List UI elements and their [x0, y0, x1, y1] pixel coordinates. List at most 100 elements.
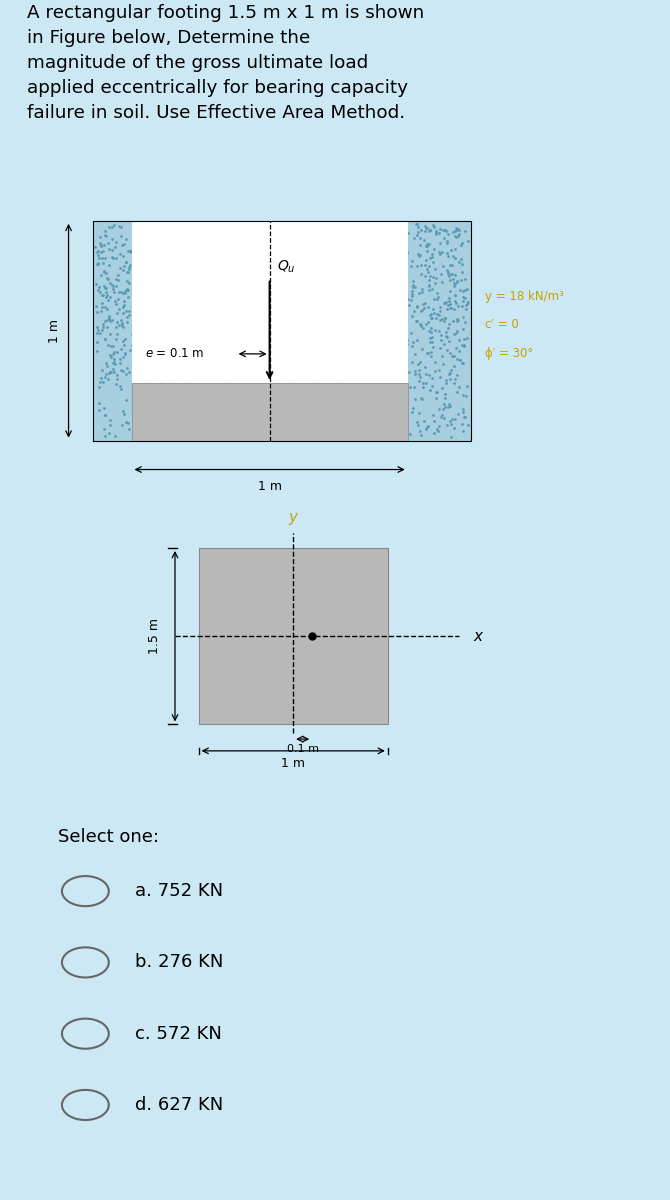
Point [437, 406, 448, 425]
Point [174, 382, 184, 401]
Point [226, 318, 237, 337]
Point [407, 352, 417, 371]
Point [191, 400, 202, 419]
Point [109, 362, 119, 382]
Point [450, 226, 460, 245]
Point [433, 287, 444, 306]
Point [413, 217, 423, 236]
Point [342, 241, 353, 260]
Point [254, 352, 265, 371]
Point [200, 421, 210, 440]
Point [281, 394, 292, 413]
Point [107, 360, 118, 379]
Point [269, 394, 280, 413]
Point [209, 305, 220, 324]
Point [98, 286, 109, 305]
Point [324, 245, 334, 264]
Point [148, 414, 159, 433]
Point [123, 262, 133, 281]
Point [229, 313, 240, 332]
Point [115, 227, 126, 246]
Point [415, 264, 426, 283]
Point [193, 353, 204, 372]
Point [420, 251, 431, 270]
Point [353, 347, 364, 366]
Point [136, 413, 147, 432]
Point [134, 338, 145, 358]
Point [135, 241, 145, 260]
Point [147, 227, 157, 246]
Point [427, 308, 438, 328]
Point [427, 280, 438, 299]
Point [424, 280, 435, 299]
Point [202, 302, 213, 322]
Point [287, 323, 298, 342]
Point [462, 293, 473, 312]
Point [444, 370, 455, 389]
Point [124, 257, 135, 276]
Point [214, 262, 225, 281]
Point [173, 418, 184, 437]
Point [123, 241, 133, 260]
Point [324, 340, 334, 359]
Point [399, 331, 410, 350]
Point [277, 220, 288, 239]
Point [107, 248, 118, 268]
Point [456, 250, 466, 269]
Point [149, 413, 159, 432]
Point [248, 396, 259, 415]
Point [302, 334, 313, 353]
Point [148, 324, 159, 343]
Point [147, 427, 158, 446]
Point [451, 227, 462, 246]
Point [288, 343, 299, 362]
Point [208, 257, 219, 276]
Point [378, 400, 389, 419]
Point [155, 233, 165, 252]
Point [134, 266, 145, 286]
Point [132, 268, 143, 287]
Point [285, 253, 295, 272]
Point [424, 329, 435, 348]
Point [131, 228, 142, 247]
Point [93, 378, 104, 397]
Point [414, 364, 425, 383]
Point [347, 419, 358, 438]
Point [209, 222, 220, 241]
Point [280, 331, 291, 350]
Point [107, 311, 117, 330]
Point [91, 302, 102, 322]
Point [292, 389, 303, 408]
Point [262, 396, 273, 415]
Point [230, 290, 241, 310]
Point [138, 283, 149, 302]
Point [123, 420, 134, 439]
Point [452, 272, 462, 292]
Point [401, 221, 411, 240]
Point [320, 269, 330, 288]
Point [180, 296, 191, 316]
Point [132, 295, 143, 314]
Point [267, 407, 277, 426]
Point [423, 263, 433, 282]
Point [176, 260, 187, 280]
Point [253, 426, 264, 445]
Point [433, 322, 444, 341]
Point [451, 338, 462, 358]
Point [212, 379, 223, 398]
Point [316, 335, 327, 354]
Point [354, 346, 364, 365]
Point [449, 356, 460, 376]
Point [426, 368, 437, 388]
Point [210, 342, 221, 361]
Point [249, 217, 259, 236]
Point [458, 320, 469, 340]
Point [381, 288, 391, 307]
Point [121, 229, 132, 248]
Point [400, 427, 411, 446]
Point [461, 386, 472, 406]
Point [117, 361, 128, 380]
Point [460, 222, 470, 241]
Point [279, 298, 290, 317]
Point [131, 230, 142, 250]
